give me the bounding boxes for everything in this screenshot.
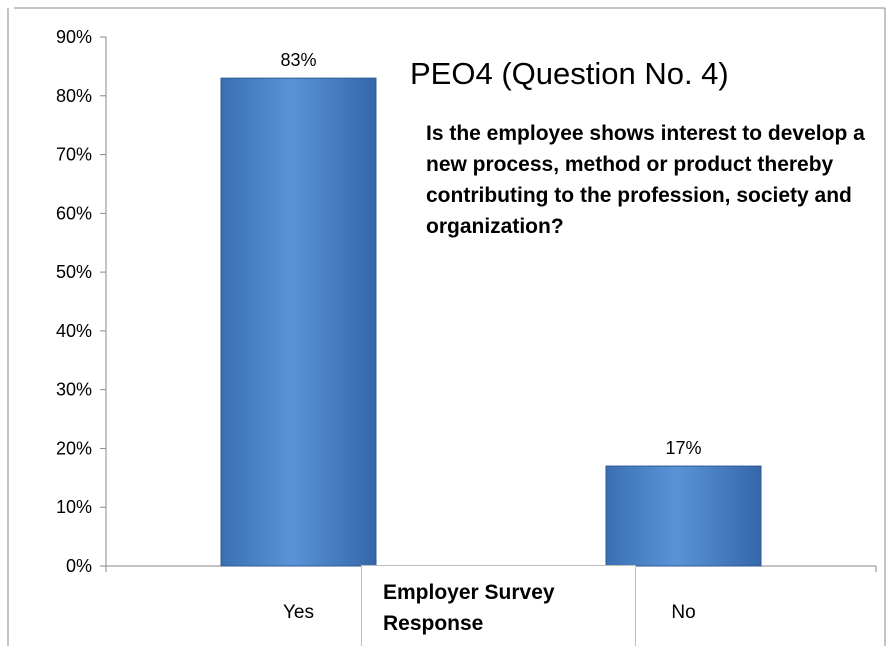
bar-no [605, 465, 762, 567]
x-axis-title-box: Employer Survey Response [361, 565, 636, 646]
data-label-no: 17% [665, 438, 701, 458]
y-tick-label: 90% [56, 27, 92, 47]
data-label-yes: 83% [280, 50, 316, 70]
y-tick-label: 60% [56, 203, 92, 223]
y-tick-label: 80% [56, 86, 92, 106]
x-axis-title: Employer Survey Response [383, 581, 555, 635]
y-tick-label: 10% [56, 497, 92, 517]
chart-title: PEO4 (Question No. 4) [410, 56, 729, 91]
y-tick-label: 30% [56, 380, 92, 400]
question-text: Is the employee shows interest to develo… [426, 122, 865, 238]
x-tick-label-no: No [671, 602, 695, 623]
x-tick-label-yes: Yes [283, 602, 314, 623]
bars [220, 77, 762, 567]
y-tick-label: 70% [56, 145, 92, 165]
bar-yes [220, 77, 377, 567]
y-tick-label: 0% [66, 556, 92, 576]
labels: 83% Yes 17% No [280, 50, 701, 623]
y-tick-label: 20% [56, 438, 92, 458]
y-tick-label: 50% [56, 262, 92, 282]
y-tick-label: 40% [56, 321, 92, 341]
